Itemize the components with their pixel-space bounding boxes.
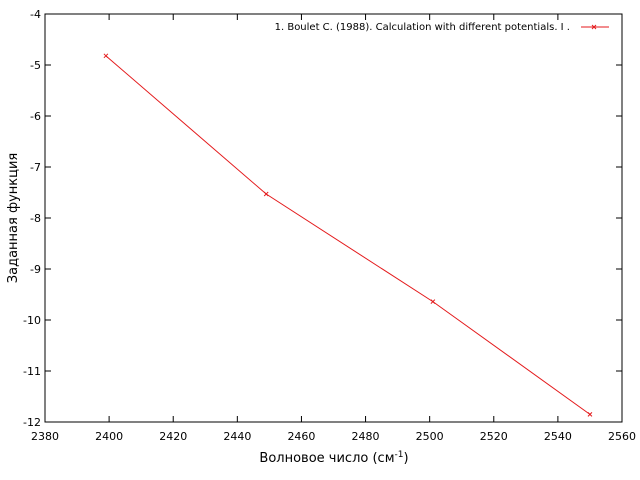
series-layer [103,53,593,417]
x-tick-label: 2400 [95,430,123,443]
data-point [430,299,436,304]
x-tick-label: 2520 [480,430,508,443]
y-tick-label: -5 [30,59,41,72]
x-axis: 2380 2400 2420 2440 2460 2480 2500 2520 2540 2560 [31,14,636,443]
y-axis-title: Заданная функция [6,153,21,283]
x-tick-label: 2440 [223,430,251,443]
series-line [105,55,591,415]
x-axis-title-main: Волновое число (см [259,451,394,466]
x-tick-label: 2420 [159,430,187,443]
plot-frame [44,13,623,423]
y-tick-label: -8 [30,212,41,225]
x-axis-title: Волновое число (см-1) [259,450,408,466]
y-tick-label: -7 [30,161,41,174]
legend-label: 1. Boulet C. (1988). Calculation with di… [275,22,570,33]
legend-marker [591,24,597,30]
y-axis: -4 -5 -6 -7 -8 -9 -10 -11 -12 [23,8,622,429]
x-axis-title-sup: -1 [395,450,404,460]
data-point [587,411,593,417]
legend: 1. Boulet C. (1988). Calculation with di… [275,22,609,33]
x-tick-label: 2480 [352,430,380,443]
x-tick-label: 2540 [544,430,572,443]
y-tick-label: -11 [23,365,41,378]
data-point [103,53,109,59]
y-tick-label: -6 [30,110,41,123]
x-axis-title-close: ) [403,451,408,466]
data-point [263,191,269,197]
y-tick-label: -4 [30,8,41,21]
x-tick-label: 2380 [31,430,59,443]
x-tick-label: 2560 [608,430,636,443]
x-tick-label: 2500 [416,430,444,443]
y-tick-label: -9 [30,263,41,276]
x-tick-label: 2460 [287,430,315,443]
y-tick-label: -12 [23,416,41,429]
y-tick-label: -10 [23,314,41,327]
